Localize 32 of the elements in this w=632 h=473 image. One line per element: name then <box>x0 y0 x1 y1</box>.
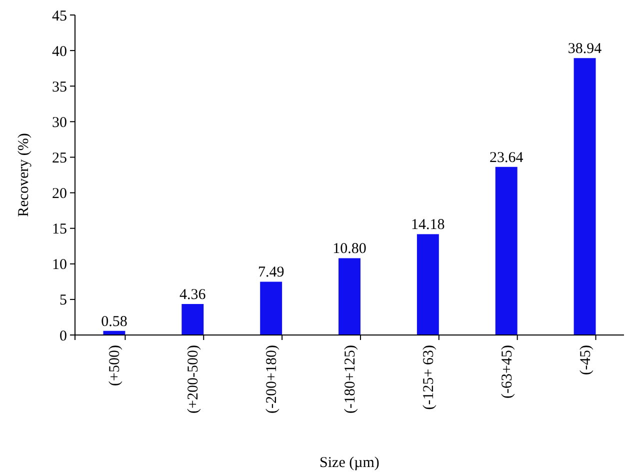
y-tick-label: 40 <box>52 44 67 60</box>
data-label: 0.58 <box>101 314 128 330</box>
y-tick-label: 25 <box>52 150 67 166</box>
data-label: 23.64 <box>489 150 524 166</box>
data-label: 7.49 <box>258 264 284 281</box>
data-label: 14.18 <box>411 217 445 234</box>
bar <box>574 58 596 335</box>
x-tick-label: (+200-500) <box>186 345 202 414</box>
bar <box>495 166 518 335</box>
y-tick-label: 45 <box>52 8 67 24</box>
bar <box>182 304 204 335</box>
y-axis-title: Recovery (%) <box>16 133 32 217</box>
data-label: 4.36 <box>180 286 206 303</box>
bar <box>338 258 360 335</box>
x-axis-title: Size (µm) <box>320 455 380 471</box>
x-tick-label: (-200+180) <box>264 345 280 414</box>
y-tick-label: 10 <box>52 257 67 274</box>
x-tick-label: (+500) <box>107 345 124 386</box>
data-label: 38.94 <box>568 41 602 58</box>
data-label: 10.80 <box>332 241 366 258</box>
y-tick-label: 0 <box>60 328 67 344</box>
y-tick-label: 5 <box>60 292 67 309</box>
y-tick-label: 20 <box>52 186 67 202</box>
x-tick-label: (-180+125) <box>342 345 358 414</box>
x-tick-label: (-63+45) <box>499 345 516 398</box>
x-tick-label: (-45) <box>578 345 594 375</box>
y-tick-label: 15 <box>52 222 67 238</box>
x-tick-label: (-125+ 63) <box>420 345 437 410</box>
bar <box>260 282 282 335</box>
y-tick-label: 30 <box>52 114 67 131</box>
y-tick-label: 35 <box>52 79 67 96</box>
bar <box>416 234 439 335</box>
